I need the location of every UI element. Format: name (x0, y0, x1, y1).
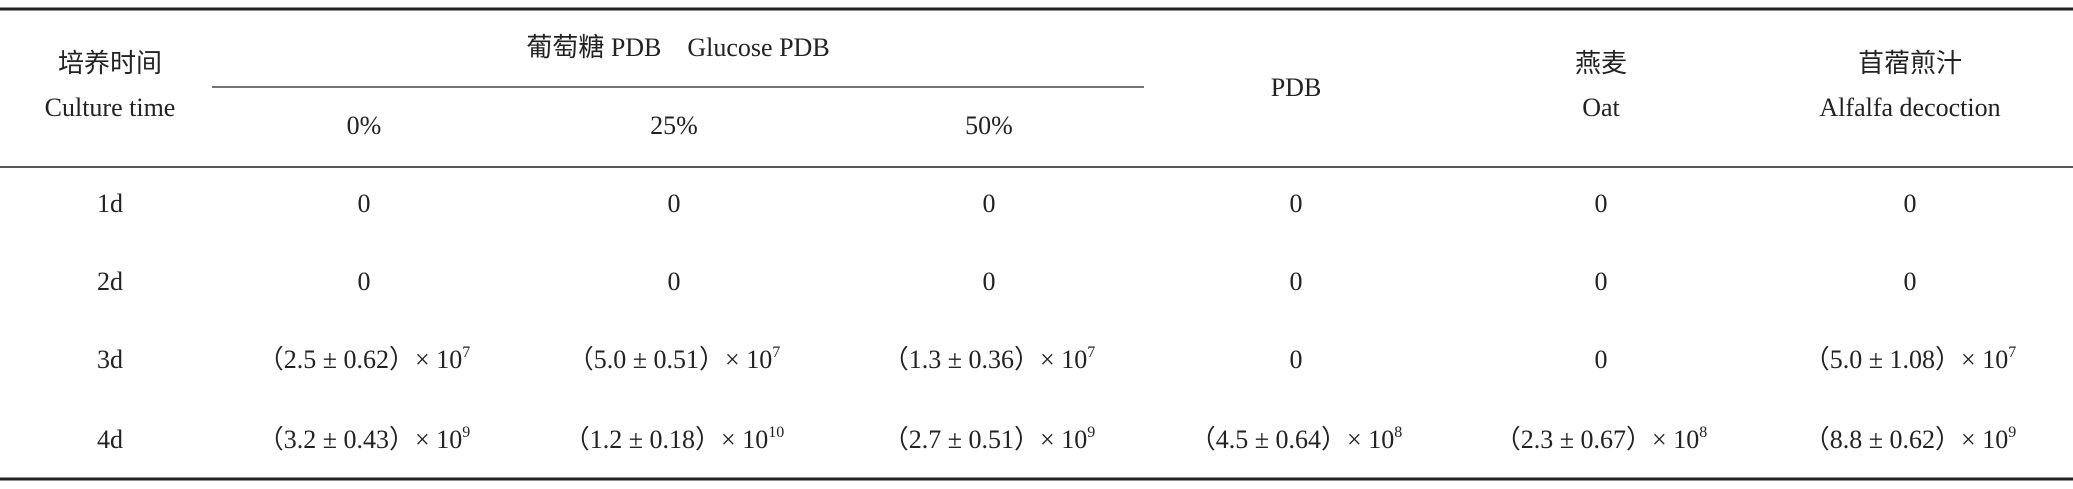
cell: 0 (668, 267, 681, 296)
cell: （3.2 ± 0.43）× 109 (258, 424, 470, 454)
row-label: 1d (97, 189, 123, 218)
cell-value: 0 (1595, 267, 1608, 296)
cell: 0 (1904, 189, 1917, 218)
cell: 0 (358, 267, 371, 296)
cell-value: 0 (1290, 189, 1303, 218)
cell-value: （2.3 ± 0.67）× 10 (1495, 425, 1699, 454)
cell-value: 0 (983, 189, 996, 218)
header-cell: Culture time (45, 93, 176, 122)
cell: （4.5 ± 0.64）× 108 (1190, 424, 1402, 454)
cell: （2.7 ± 0.51）× 109 (883, 424, 1095, 454)
exponent: 9 (2008, 424, 2016, 441)
cell-value: 0 (1904, 267, 1917, 296)
cell: 0 (1595, 267, 1608, 296)
cell-value: 0 (358, 189, 371, 218)
cell: （5.0 ± 1.08）× 107 (1804, 344, 2016, 374)
cell: （1.3 ± 0.36）× 107 (883, 344, 1095, 374)
row-label: 4d (97, 425, 123, 454)
cell: （5.0 ± 0.51）× 107 (568, 344, 780, 374)
header-cell: 50% (965, 111, 1013, 140)
header-cell: 25% (650, 111, 698, 140)
exponent: 7 (462, 344, 470, 361)
cell: （2.3 ± 0.67）× 108 (1495, 424, 1707, 454)
cell-value: 0 (1595, 189, 1608, 218)
exponent: 9 (462, 424, 470, 441)
cell-value: （3.2 ± 0.43）× 10 (258, 425, 462, 454)
exponent: 8 (1699, 424, 1707, 441)
row-label: 2d (97, 267, 123, 296)
exponent: 7 (1087, 344, 1095, 361)
cell: 0 (1595, 345, 1608, 374)
cell: 0 (1290, 267, 1303, 296)
cell-value: （1.2 ± 0.18）× 10 (564, 425, 768, 454)
cell-value: 0 (358, 267, 371, 296)
cell: （8.8 ± 0.62）× 109 (1804, 424, 2016, 454)
cell: 0 (983, 189, 996, 218)
cell-value: （1.3 ± 0.36）× 10 (883, 345, 1087, 374)
header-cell: 葡萄糖 PDB Glucose PDB (526, 33, 829, 62)
header-cell: 苜蓿煎汁 (1858, 49, 1962, 78)
row-label: 3d (97, 345, 123, 374)
cell: （1.2 ± 0.18）× 1010 (564, 424, 784, 454)
cell-value: （5.0 ± 0.51）× 10 (568, 345, 772, 374)
cell: 0 (668, 189, 681, 218)
cell-value: （2.7 ± 0.51）× 10 (883, 425, 1087, 454)
header-cell: 培养时间 (58, 49, 162, 78)
cell-value: （5.0 ± 1.08）× 10 (1804, 345, 2008, 374)
exponent: 7 (2008, 344, 2016, 361)
cell-value: （2.5 ± 0.62）× 10 (258, 345, 462, 374)
cell: 0 (358, 189, 371, 218)
header-cell: PDB (1271, 73, 1322, 102)
cell-value: 0 (668, 267, 681, 296)
cell: 0 (983, 267, 996, 296)
exponent: 7 (772, 344, 780, 361)
cell-value: 0 (1595, 345, 1608, 374)
cell: 0 (1904, 267, 1917, 296)
cell: 0 (1290, 345, 1303, 374)
exponent: 8 (1394, 424, 1402, 441)
cell-value: 0 (983, 267, 996, 296)
cell-value: （4.5 ± 0.64）× 10 (1190, 425, 1394, 454)
cell-value: （8.8 ± 0.62）× 10 (1804, 425, 2008, 454)
cell-value: 0 (1290, 345, 1303, 374)
header-cell: 燕麦 (1575, 49, 1627, 78)
exponent: 10 (768, 424, 784, 441)
cell: 0 (1595, 189, 1608, 218)
exponent: 9 (1087, 424, 1095, 441)
cell: （2.5 ± 0.62）× 107 (258, 344, 470, 374)
header-cell: Alfalfa decoction (1819, 93, 2000, 122)
cell-value: 0 (1290, 267, 1303, 296)
header-cell: Oat (1582, 93, 1620, 122)
cell: 0 (1290, 189, 1303, 218)
cell-value: 0 (668, 189, 681, 218)
cell-value: 0 (1904, 189, 1917, 218)
header-cell: 0% (347, 111, 382, 140)
